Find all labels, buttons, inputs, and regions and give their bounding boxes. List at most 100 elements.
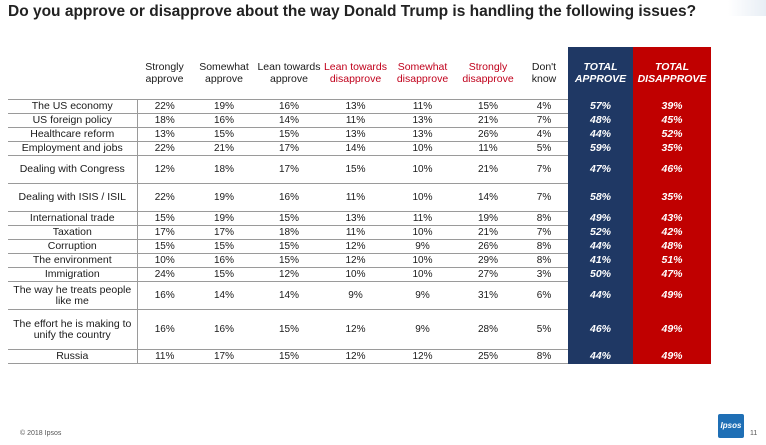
value-cell: 16% xyxy=(256,99,322,114)
value-cell: 26% xyxy=(456,239,520,254)
value-cell: 18% xyxy=(192,155,256,184)
value-cell: 16% xyxy=(137,281,192,310)
column-header: Strongly disapprove xyxy=(462,60,514,86)
value-cell: 13% xyxy=(322,127,389,142)
value-cell: 16% xyxy=(192,253,256,268)
table-row: The way he treats people like me 16% 14% 14… xyxy=(8,281,711,310)
total-approve-cell: 44% xyxy=(568,349,633,364)
value-cell: 16% xyxy=(256,183,322,212)
value-cell: 13% xyxy=(389,127,456,142)
issue-label: Taxation xyxy=(8,225,138,240)
column-header: Lean towards disapprove xyxy=(323,60,388,86)
value-cell: 13% xyxy=(137,127,192,142)
value-cell: 27% xyxy=(456,267,520,282)
value-cell: 16% xyxy=(137,309,192,350)
issue-label: Russia xyxy=(8,349,138,364)
value-cell: 15% xyxy=(137,211,192,226)
value-cell: 17% xyxy=(256,155,322,184)
column-header: Lean towards approve xyxy=(257,60,321,86)
total-disapprove-cell: 35% xyxy=(633,183,711,212)
copyright-text: © 2018 Ipsos xyxy=(20,430,62,437)
table-row: Healthcare reform 13% 15% 15% 13% 13% 26% 4% 44%… xyxy=(8,127,711,142)
value-cell: 29% xyxy=(456,253,520,268)
value-cell: 10% xyxy=(389,183,456,212)
value-cell: 21% xyxy=(192,141,256,156)
value-cell: 10% xyxy=(389,225,456,240)
issue-label: Dealing with Congress xyxy=(8,155,138,184)
total-disapprove-cell: 47% xyxy=(633,267,711,282)
value-cell: 24% xyxy=(137,267,192,282)
total-disapprove-cell: 42% xyxy=(633,225,711,240)
table-body: The US economy 22% 19% 16% 13% 11% 15% 4% 57% 39%… xyxy=(8,99,711,364)
total-approve-cell: 57% xyxy=(568,99,633,114)
value-cell: 18% xyxy=(256,225,322,240)
value-cell: 13% xyxy=(389,113,456,128)
value-cell: 19% xyxy=(456,211,520,226)
total-approve-cell: 44% xyxy=(568,127,633,142)
value-cell: 10% xyxy=(389,253,456,268)
total-approve-cell: 47% xyxy=(568,155,633,184)
issue-label: Healthcare reform xyxy=(8,127,138,142)
table-row: Corruption 15% 15% 15% 12% 9% 26% 8% 44% 48% xyxy=(8,239,711,254)
total-approve-cell: 44% xyxy=(568,281,633,310)
table-row: Dealing with Congress 12% 18% 17% 15% 10% 21% 7… xyxy=(8,155,711,184)
value-cell: 11% xyxy=(137,349,192,364)
table-row: The US economy 22% 19% 16% 13% 11% 15% 4% 57% 39% xyxy=(8,99,711,114)
value-cell: 26% xyxy=(456,127,520,142)
value-cell: 11% xyxy=(322,183,389,212)
issue-label: The way he treats people like me xyxy=(8,281,138,310)
ipsos-logo: Ipsos xyxy=(718,414,744,438)
table-row: The effort he is making to unify the cou… xyxy=(8,309,711,350)
value-cell: 22% xyxy=(137,99,192,114)
column-header: Somewhat approve xyxy=(199,60,249,86)
value-cell: 19% xyxy=(192,211,256,226)
total-disapprove-cell: 43% xyxy=(633,211,711,226)
value-cell: 15% xyxy=(256,253,322,268)
value-cell: 8% xyxy=(520,211,568,226)
value-cell: 22% xyxy=(137,183,192,212)
value-cell: 7% xyxy=(520,113,568,128)
value-cell: 15% xyxy=(192,239,256,254)
issue-label: Corruption xyxy=(8,239,138,254)
value-cell: 10% xyxy=(137,253,192,268)
value-cell: 17% xyxy=(192,349,256,364)
value-cell: 10% xyxy=(389,141,456,156)
value-cell: 11% xyxy=(322,225,389,240)
value-cell: 14% xyxy=(456,183,520,212)
total-approve-cell: 41% xyxy=(568,253,633,268)
total-approve-cell: 59% xyxy=(568,141,633,156)
value-cell: 8% xyxy=(520,349,568,364)
total-disapprove-cell: 46% xyxy=(633,155,711,184)
value-cell: 10% xyxy=(322,267,389,282)
value-cell: 14% xyxy=(322,141,389,156)
value-cell: 10% xyxy=(389,155,456,184)
table-row: Immigration 24% 15% 12% 10% 10% 27% 3% 50% 47% xyxy=(8,267,711,282)
value-cell: 14% xyxy=(192,281,256,310)
table-row: Russia 11% 17% 15% 12% 12% 25% 8% 44% 49% xyxy=(8,349,711,364)
page-title: Do you approve or disapprove about the w… xyxy=(8,3,697,20)
approval-table: Strongly approve Somewhat approve Lean tow… xyxy=(8,47,711,364)
value-cell: 9% xyxy=(389,239,456,254)
value-cell: 15% xyxy=(256,309,322,350)
value-cell: 15% xyxy=(256,127,322,142)
value-cell: 12% xyxy=(389,349,456,364)
value-cell: 9% xyxy=(389,309,456,350)
value-cell: 14% xyxy=(256,113,322,128)
value-cell: 11% xyxy=(322,113,389,128)
value-cell: 11% xyxy=(456,141,520,156)
value-cell: 17% xyxy=(256,141,322,156)
value-cell: 15% xyxy=(256,239,322,254)
column-header: Don't know xyxy=(531,60,557,86)
column-header: Somewhat disapprove xyxy=(396,60,449,86)
value-cell: 8% xyxy=(520,253,568,268)
value-cell: 11% xyxy=(389,99,456,114)
corner-decoration xyxy=(728,0,766,16)
value-cell: 12% xyxy=(256,267,322,282)
value-cell: 7% xyxy=(520,183,568,212)
total-approve-cell: 46% xyxy=(568,309,633,350)
issue-label: The environment xyxy=(8,253,138,268)
value-cell: 14% xyxy=(256,281,322,310)
value-cell: 19% xyxy=(192,99,256,114)
value-cell: 5% xyxy=(520,141,568,156)
value-cell: 19% xyxy=(192,183,256,212)
